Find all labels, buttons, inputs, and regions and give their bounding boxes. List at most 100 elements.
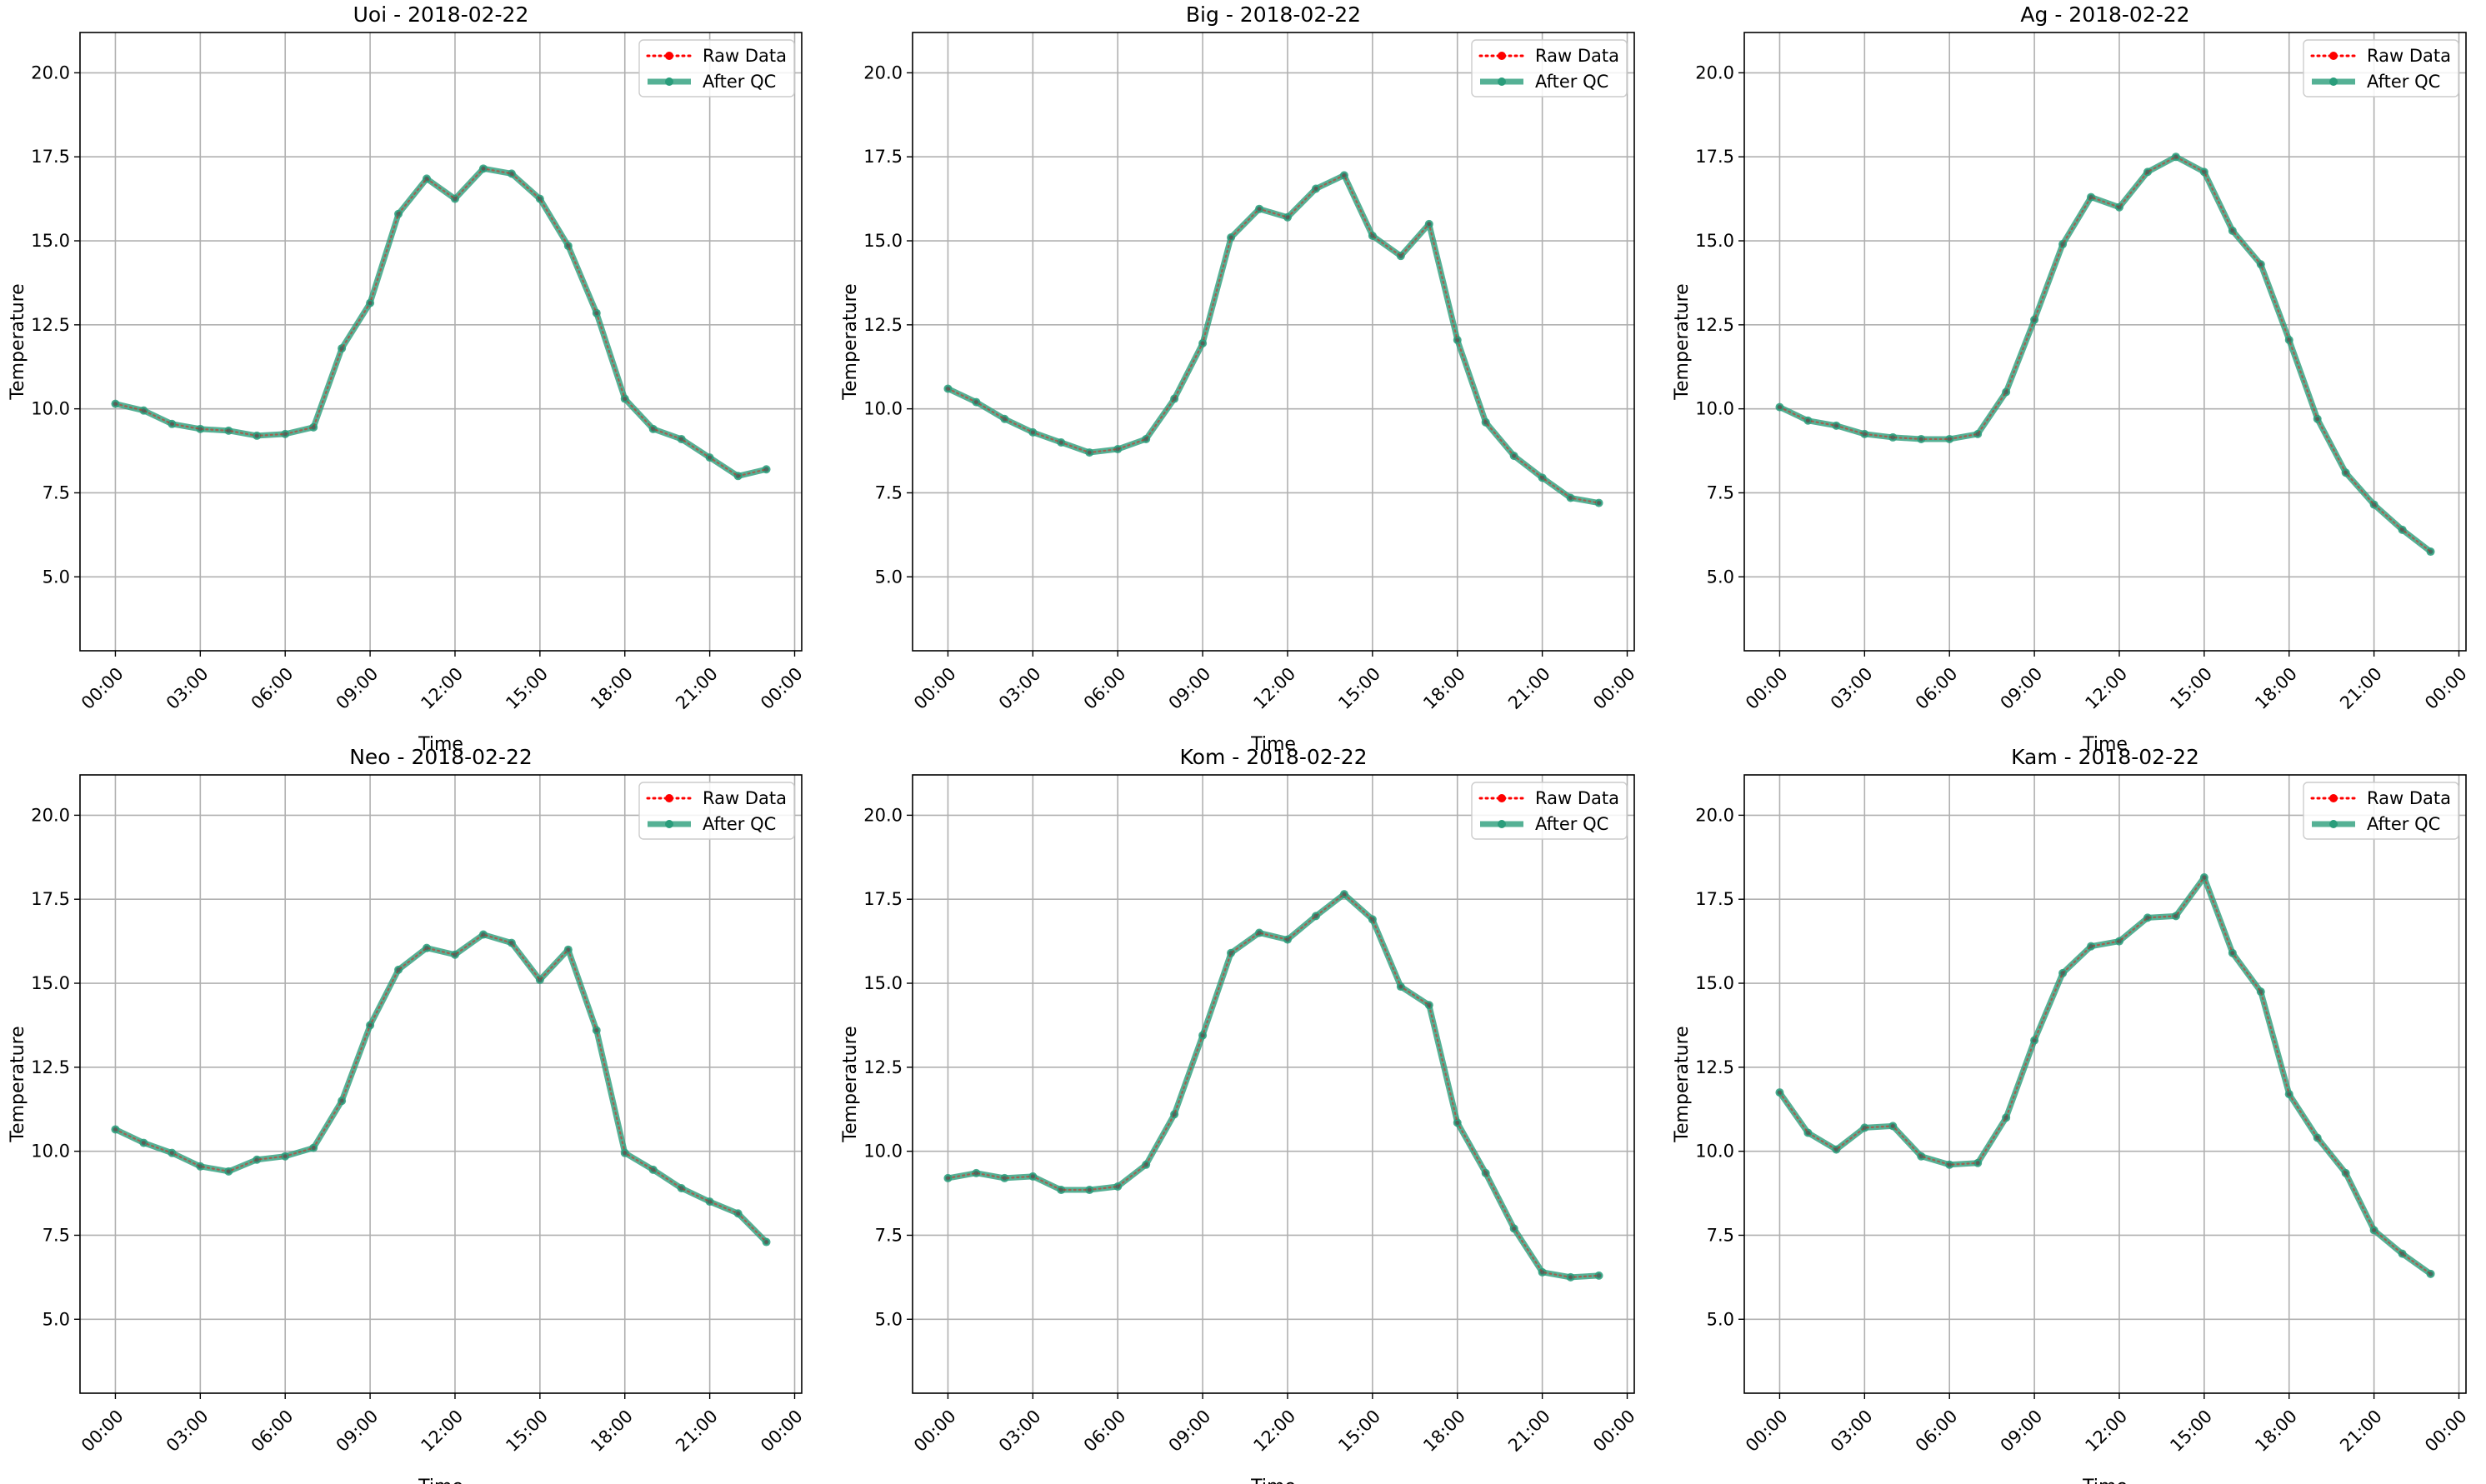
raw-data-point xyxy=(1257,207,1262,212)
x-tick-label: 09:00 xyxy=(1165,663,1215,713)
raw-data-point xyxy=(1143,437,1148,442)
raw-data-point xyxy=(1172,396,1177,402)
y-tick-label: 7.5 xyxy=(43,1225,70,1245)
raw-data-point xyxy=(198,427,203,432)
legend-label-raw-data: Raw Data xyxy=(703,46,787,66)
y-tick-label: 12.5 xyxy=(31,1057,70,1077)
legend: Raw Data After QC xyxy=(638,782,795,840)
raw-data-point xyxy=(2173,154,2178,159)
x-axis-label: Time xyxy=(2082,734,2128,755)
y-tick-label: 7.5 xyxy=(43,482,70,502)
y-tick-label: 7.5 xyxy=(1707,482,1734,502)
y-axis-label: Temperature xyxy=(1672,1026,1693,1142)
raw-data-point xyxy=(1483,420,1488,425)
y-tick-label: 20.0 xyxy=(31,62,70,82)
raw-data-point xyxy=(1143,1162,1148,1167)
raw-data-point xyxy=(2230,951,2235,956)
y-tick-label: 20.0 xyxy=(1695,62,1734,82)
x-tick-label: 03:00 xyxy=(995,1406,1045,1456)
x-tick-label: 03:00 xyxy=(1827,663,1877,713)
x-tick-label: 18:00 xyxy=(2251,663,2301,713)
raw-data-point xyxy=(1862,432,1867,437)
raw-data-point xyxy=(2032,317,2037,322)
x-tick-label: 00:00 xyxy=(78,1406,128,1456)
raw-data-point xyxy=(1947,1162,1952,1167)
raw-data-point xyxy=(1228,951,1233,956)
raw-data-point xyxy=(1313,186,1318,192)
raw-data-point xyxy=(1805,1130,1811,1136)
raw-data-point xyxy=(2202,875,2207,880)
raw-data-point xyxy=(679,1186,684,1191)
x-axis-label: Time xyxy=(418,734,463,755)
y-tick-label: 17.5 xyxy=(863,889,903,909)
raw-data-point xyxy=(1058,440,1063,445)
raw-data-point xyxy=(2202,169,2207,174)
x-tick-label: 15:00 xyxy=(2166,663,2216,713)
x-tick-label: 15:00 xyxy=(2166,1406,2216,1456)
raw-data-point xyxy=(2088,944,2093,949)
raw-data-point xyxy=(509,171,514,176)
y-tick-label: 12.5 xyxy=(863,1057,903,1077)
raw-data-point xyxy=(1030,430,1035,435)
raw-data-point xyxy=(453,197,458,202)
raw-data-point xyxy=(1313,913,1318,918)
raw-data-point xyxy=(2003,389,2008,395)
x-tick-label: 00:00 xyxy=(2421,663,2471,713)
series-line-raw-data xyxy=(114,933,768,1243)
y-tick-label: 10.0 xyxy=(863,1142,903,1162)
raw-data-point xyxy=(141,1140,147,1146)
x-tick-label: 00:00 xyxy=(1742,1406,1792,1456)
y-tick-label: 15.0 xyxy=(863,231,903,251)
series-line-after-qc xyxy=(112,932,770,1246)
x-tick-label: 12:00 xyxy=(2081,663,2131,713)
y-tick-label: 12.5 xyxy=(1695,315,1734,335)
raw-data-point xyxy=(1805,418,1811,423)
raw-data-point xyxy=(1862,1125,1867,1131)
raw-data-point xyxy=(2060,242,2065,247)
legend-label-raw-data: Raw Data xyxy=(703,788,787,808)
x-tick-label: 00:00 xyxy=(910,1406,960,1456)
y-tick-label: 5.0 xyxy=(875,1309,903,1329)
raw-data-point xyxy=(113,1127,118,1132)
y-tick-label: 7.5 xyxy=(1707,1225,1734,1245)
raw-data-point xyxy=(651,427,656,432)
raw-data-point xyxy=(1087,1187,1092,1192)
raw-data-point xyxy=(198,1164,203,1169)
raw-data-point xyxy=(339,346,344,351)
y-tick-label: 5.0 xyxy=(1707,1309,1734,1329)
x-tick-label: 00:00 xyxy=(78,663,128,713)
y-tick-label: 20.0 xyxy=(863,805,903,825)
y-tick-label: 17.5 xyxy=(1695,889,1734,909)
raw-data-point xyxy=(1777,405,1783,410)
raw-data-point xyxy=(368,301,373,306)
raw-data-point xyxy=(2343,1171,2348,1176)
raw-data-point xyxy=(708,1199,713,1204)
x-tick-label: 18:00 xyxy=(1419,1406,1469,1456)
x-tick-label: 18:00 xyxy=(2251,1406,2301,1456)
raw-data-point xyxy=(2258,989,2263,994)
legend-marker-after-qc xyxy=(1498,820,1506,828)
raw-data-point xyxy=(1975,1161,1980,1166)
raw-data-point xyxy=(2399,527,2405,532)
raw-data-point xyxy=(973,1171,979,1176)
y-tick-label: 17.5 xyxy=(31,889,70,909)
y-tick-label: 17.5 xyxy=(1695,147,1734,167)
legend: Raw Data After QC xyxy=(1471,782,1628,840)
series-line-after-qc xyxy=(944,891,1603,1281)
raw-data-point xyxy=(339,1098,344,1103)
raw-data-point xyxy=(481,932,486,937)
plot-frame xyxy=(79,774,803,1394)
x-tick-label: 15:00 xyxy=(502,1406,552,1456)
legend-label-after-qc: After QC xyxy=(1535,814,1608,834)
raw-data-point xyxy=(396,967,401,972)
raw-data-point xyxy=(396,212,401,217)
raw-data-point xyxy=(1342,172,1347,177)
series-line-raw-data xyxy=(947,892,1600,1278)
raw-data-point xyxy=(945,386,951,392)
x-tick-label: 03:00 xyxy=(163,663,213,713)
plot-frame xyxy=(912,774,1635,1394)
x-tick-label: 00:00 xyxy=(1589,663,1639,713)
x-tick-label: 15:00 xyxy=(1334,1406,1384,1456)
raw-data-point xyxy=(1947,437,1952,442)
subplot-5: 00:00 03:00 06:00 09:00 12:00 15:00 18:00 21:00… xyxy=(840,745,1639,1484)
